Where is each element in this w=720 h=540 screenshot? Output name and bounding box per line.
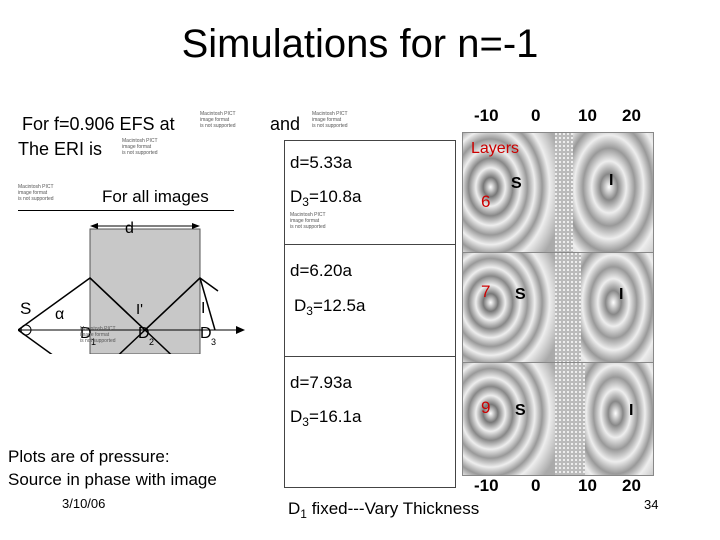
axis-tick-bottom: 20 [622,476,641,495]
caption-line-2: Source in phase with image [8,470,217,489]
image-marker: I [609,172,613,189]
eri-text: The ERI is [18,139,103,159]
lens-diagram: d S α I' I D 1 D 2 D 3 [18,220,245,354]
simulation-panel-6: Layers 6 S I [462,132,654,254]
axis-tick-top: 20 [622,106,641,125]
result-box-3 [284,356,456,488]
pict-placeholder: Macintosh PICT image format is not suppo… [122,138,158,156]
row2-d3-value: D3=12.5a [294,296,366,318]
row3-d-value: d=7.93a [290,373,352,392]
axis-tick-top: -10 [474,106,499,125]
i-label: I [201,300,205,317]
d2-label: D [138,325,150,342]
s-label: S [20,299,31,318]
simulation-panel-9: 9 S I [462,362,654,476]
i-prime-label: I' [136,301,143,318]
slab [89,228,201,354]
row1-d3-value: D3=10.8a [290,187,362,209]
image-marker: I [619,286,623,303]
slide-date: 3/10/06 [62,496,106,511]
image-marker: I [629,402,633,419]
axis-tick-bottom: 0 [531,476,541,495]
simulation-panel-7: 7 S I [462,252,654,364]
layer-count: 6 [481,192,490,211]
axis-tick-top: 10 [578,106,597,125]
pict-placeholder: Macintosh PICT image format is not suppo… [290,212,326,230]
layer-count: 7 [481,282,490,301]
row1-d-value: d=5.33a [290,153,352,172]
slide-title: Simulations for n=-1 [181,22,539,66]
pict-placeholder: Macintosh PICT image format is not suppo… [312,111,348,129]
result-box-1 [284,140,456,246]
frequency-text: For f=0.906 EFS at [22,114,175,134]
pict-placeholder: Macintosh PICT image format is not suppo… [200,111,236,129]
source-marker: S [515,402,526,419]
row2-d-value: d=6.20a [290,261,352,280]
and-text: and [270,114,301,134]
svg-text:1: 1 [91,337,96,347]
layers-label: Layers [471,140,519,157]
svg-text:2: 2 [149,337,154,347]
source-circle [20,324,32,336]
footer-thickness-note: D1 fixed---Vary Thickness [288,499,480,521]
for-all-images-text: For all images [102,187,209,206]
source-marker: S [515,286,526,303]
pict-placeholder: Macintosh PICT image format is not suppo… [80,326,116,344]
d-label: d [125,220,134,237]
d1-label: D [80,325,92,342]
pict-placeholder: Macintosh PICT image format is not suppo… [18,184,54,202]
caption-line-1: Plots are of pressure: [8,447,170,466]
layer-count: 9 [481,398,490,417]
row3-d3-value: D3=16.1a [290,407,362,429]
axis-tick-top: 0 [531,106,541,125]
source-marker: S [511,175,522,192]
alpha-label: α [55,306,64,323]
axis-tick-bottom: -10 [474,476,499,495]
d3-label: D [200,325,212,342]
page-number: 34 [644,497,659,512]
axis-tick-bottom: 10 [578,476,597,495]
svg-text:3: 3 [211,337,216,347]
divider [18,210,234,211]
